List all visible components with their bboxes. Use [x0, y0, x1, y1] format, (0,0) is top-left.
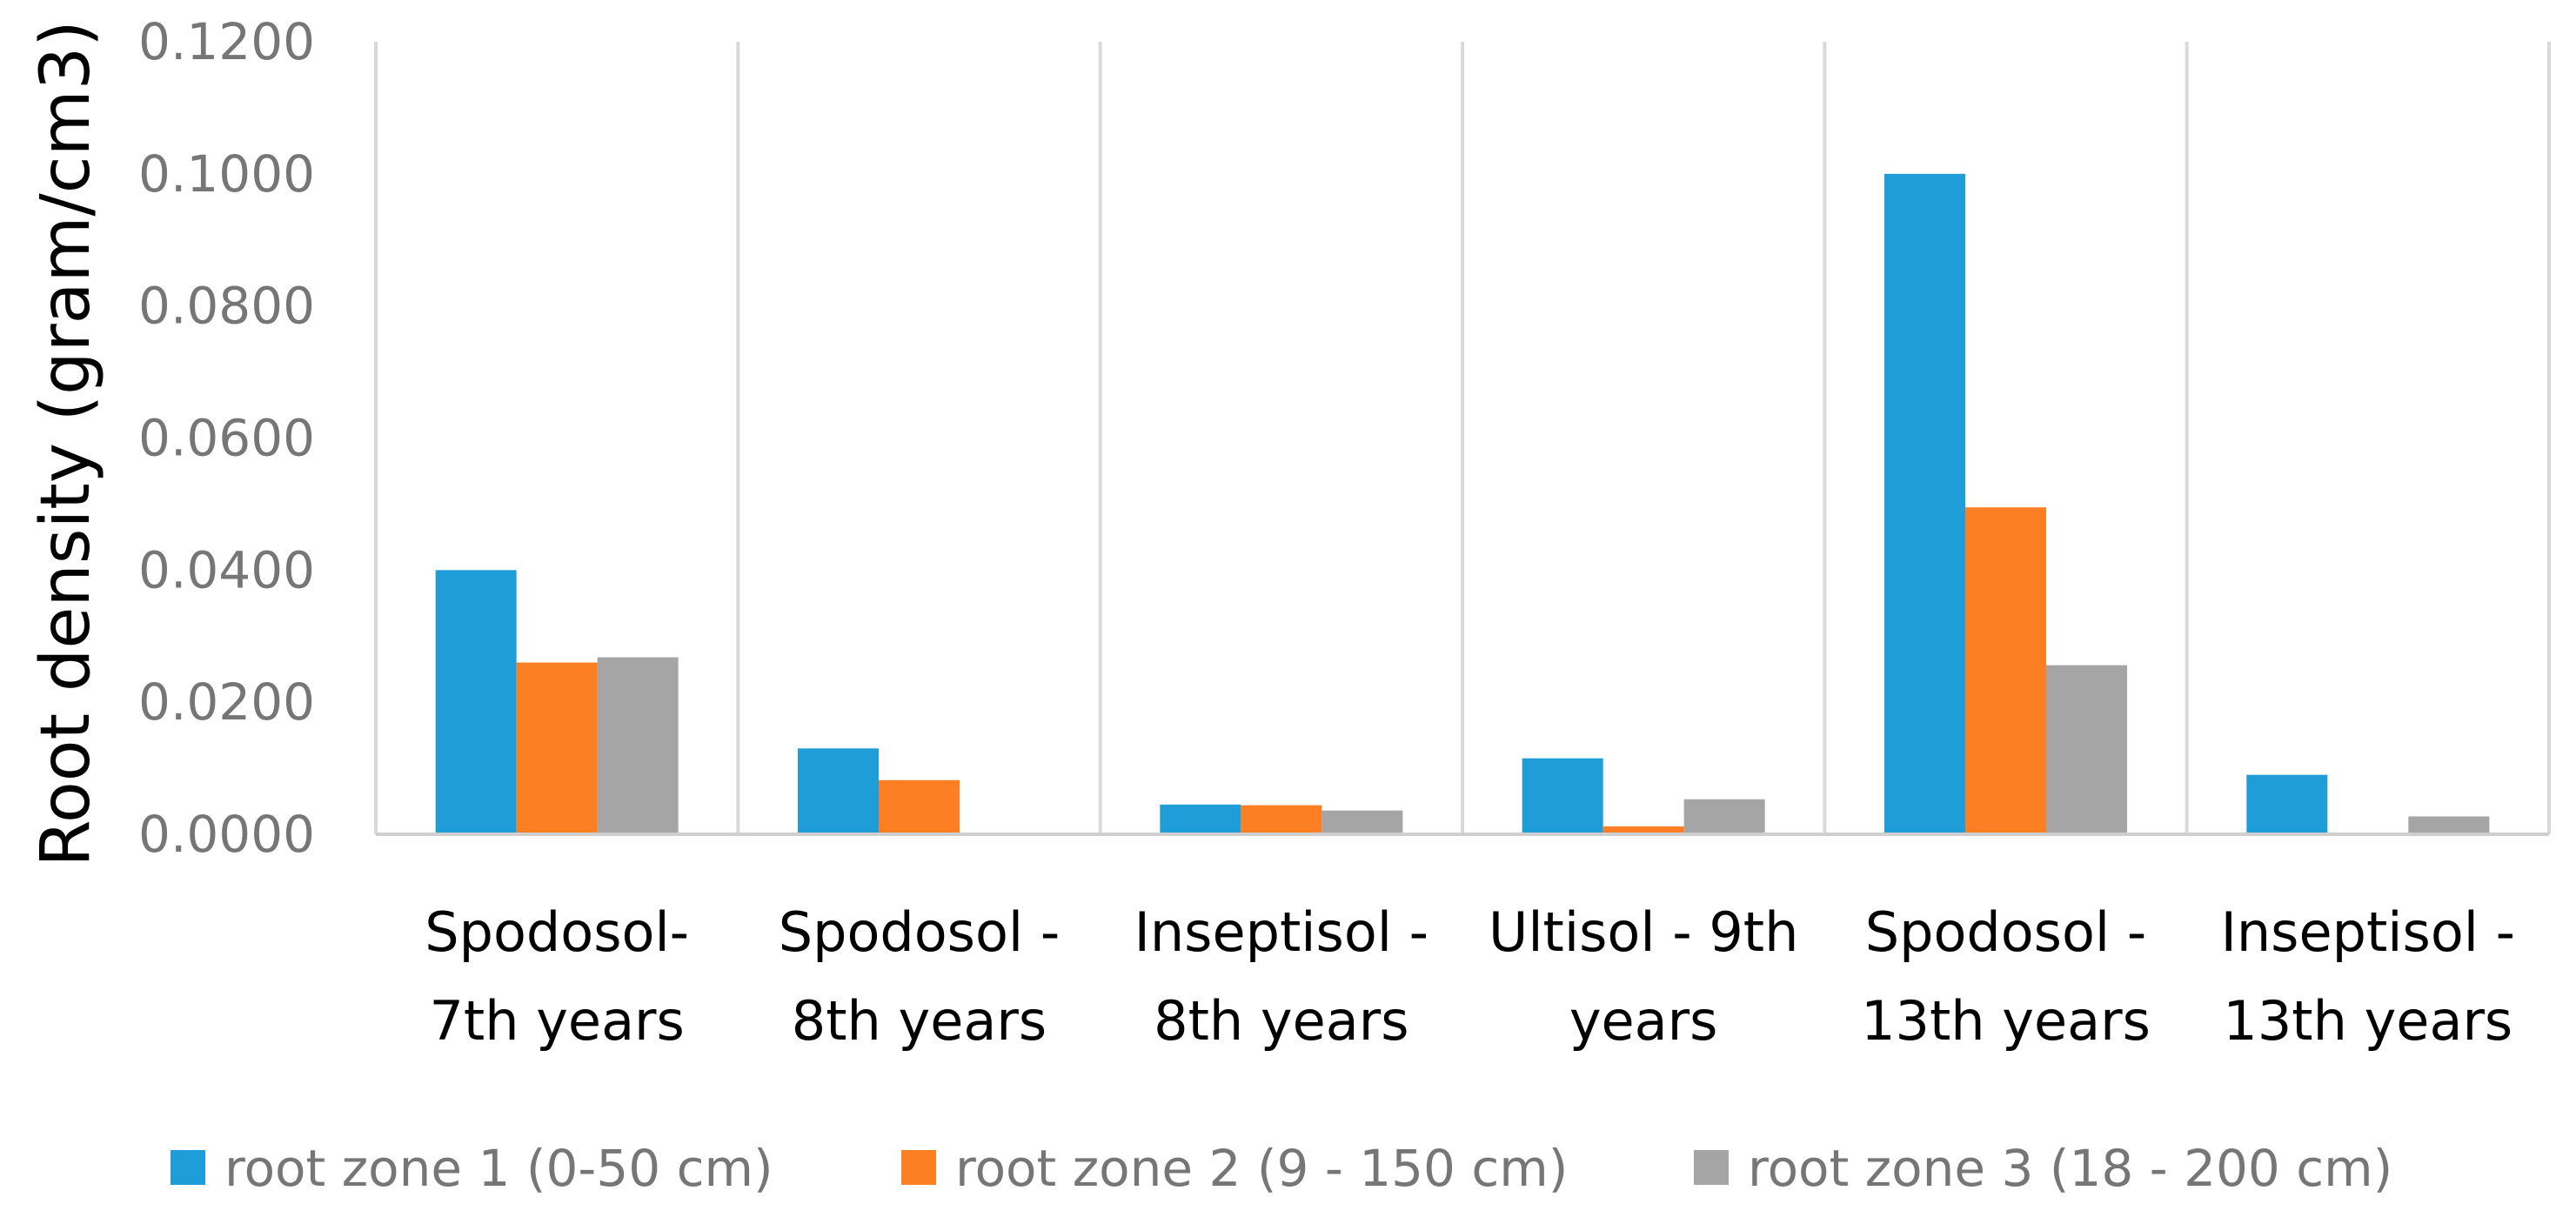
x-tick-label: 8th years [1154, 989, 1408, 1053]
bar [1602, 826, 1684, 834]
bar [1241, 805, 1322, 834]
x-tick-label: Spodosol- [425, 900, 689, 964]
bar [1965, 507, 2046, 834]
legend-swatch [901, 1150, 936, 1185]
bar [2046, 665, 2127, 834]
y-tick-label: 0.0400 [138, 540, 315, 599]
bar [2408, 816, 2490, 834]
bar [879, 779, 960, 834]
y-axis-ticks: 0.0000 0.0200 0.0400 0.0600 0.0800 0.1000 0.12… [138, 12, 315, 864]
x-tick-label: Ultisol - 9th [1489, 900, 1798, 964]
y-tick-label: 0.0600 [138, 409, 315, 468]
y-tick-label: 0.1200 [138, 12, 315, 71]
bar [597, 657, 679, 834]
bar [1522, 758, 1603, 834]
grid-lines [374, 42, 2551, 834]
bar [1321, 810, 1403, 834]
bar [2246, 774, 2328, 834]
x-tick-label: Inseptisol - [1134, 900, 1429, 964]
legend: root zone 1 (0-50 cm) root zone 2 (9 - 15… [171, 1139, 2392, 1198]
bar [435, 570, 517, 834]
legend-label: root zone 3 (18 - 200 cm) [1748, 1139, 2392, 1198]
x-tick-label: Inseptisol - [2221, 900, 2515, 964]
x-tick-label: 13th years [2223, 989, 2512, 1053]
bar [1884, 173, 1965, 835]
bar [1683, 799, 1765, 834]
bar [798, 748, 879, 834]
y-axis-label: Root density (gram/cm3) [27, 20, 105, 866]
legend-label: root zone 1 (0-50 cm) [224, 1139, 773, 1198]
x-tick-label: 7th years [429, 989, 684, 1053]
y-tick-label: 0.0000 [138, 805, 315, 864]
x-tick-label: 8th years [792, 989, 1047, 1053]
x-tick-label: years [1569, 989, 1718, 1053]
x-tick-label: Spodosol - [779, 900, 1060, 964]
x-tick-label: Spodosol - [1865, 900, 2146, 964]
bar [516, 662, 598, 834]
y-tick-label: 0.0200 [138, 672, 315, 732]
legend-swatch [1694, 1150, 1729, 1185]
bar [1160, 804, 1241, 834]
x-axis-ticks: Spodosol- 7th years Spodosol - 8th years Ins… [425, 900, 2515, 1053]
legend-label: root zone 2 (9 - 150 cm) [955, 1139, 1568, 1198]
bars [435, 173, 2490, 835]
y-tick-label: 0.1000 [138, 144, 315, 204]
x-tick-label: 13th years [1861, 989, 2151, 1053]
y-tick-label: 0.0800 [138, 277, 315, 336]
legend-swatch [171, 1150, 205, 1185]
